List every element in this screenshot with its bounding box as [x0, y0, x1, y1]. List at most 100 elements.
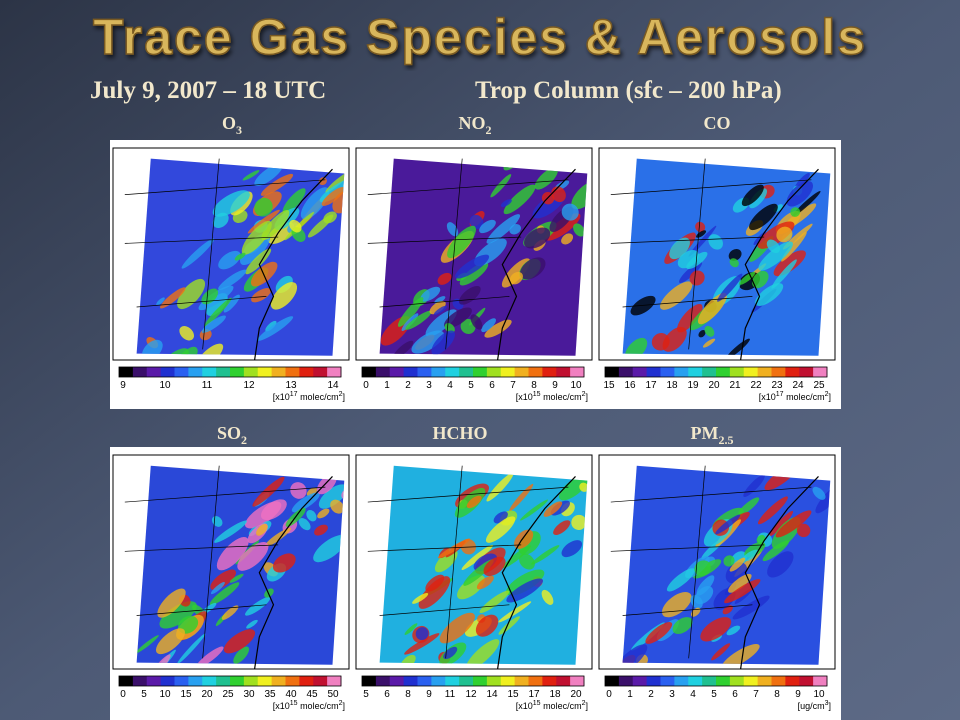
unit-sup: 2 [339, 391, 343, 398]
colorbar-segment [473, 676, 488, 686]
swath-blob [694, 560, 711, 577]
colorbar-segment [313, 367, 328, 377]
colorbar-segment [674, 676, 689, 686]
swath-blob [461, 544, 494, 570]
colorbar-label: 10 [570, 380, 582, 391]
coastline [497, 168, 576, 361]
state-line [622, 604, 753, 616]
state-line [367, 486, 569, 503]
colorbar-label: 4 [690, 689, 696, 700]
swath-blob [234, 252, 246, 261]
swath-blob [201, 315, 226, 333]
panel-label: SO2 [217, 423, 247, 447]
state-line [610, 544, 765, 552]
colorbar-segment [618, 367, 634, 377]
unit-sup: 17 [776, 391, 784, 398]
colorbar-segment [257, 676, 273, 686]
swath-blob [666, 568, 695, 592]
swath-blob [645, 621, 673, 644]
swath-blob [218, 269, 247, 291]
colorbar-label: 19 [687, 380, 699, 391]
swath-blob [446, 222, 459, 237]
colorbar-label: 3 [669, 689, 675, 700]
swath-blob [157, 588, 186, 618]
colorbar-segment [271, 367, 286, 377]
swath-blob [505, 569, 545, 596]
swath-blob [531, 545, 560, 565]
colorbar-segment [500, 367, 516, 377]
colorbar-label: 7 [753, 689, 759, 700]
swath-blob [660, 281, 693, 310]
colorbar-segment [243, 676, 259, 686]
colorbar-segment [119, 367, 134, 377]
swath-blob [698, 330, 706, 338]
colorbar-segment [556, 367, 571, 377]
colorbar-segment [243, 367, 259, 377]
swath-blob [242, 170, 260, 181]
colorbar-label: 25 [813, 380, 825, 391]
swath-blob [257, 316, 294, 341]
label-base: SO [217, 423, 241, 443]
colorbar-segment [417, 676, 432, 686]
swath-blob [773, 250, 806, 277]
colorbar-segment [459, 676, 474, 686]
colorbar-segment [716, 676, 731, 686]
unit-text: ] [342, 392, 345, 402]
state-line [202, 465, 220, 659]
colorbar-label: 2 [648, 689, 654, 700]
colorbar-segment [375, 367, 391, 377]
colorbar-label: 0 [606, 689, 612, 700]
swath-blob [404, 623, 418, 635]
swath-blob [481, 318, 496, 333]
swath [622, 465, 831, 665]
colorbar-segment [785, 676, 800, 686]
colorbar-label: 6 [732, 689, 738, 700]
swath-blob [155, 628, 185, 655]
swath-blob [318, 177, 327, 186]
colorbar-label: 30 [243, 689, 255, 700]
colorbar-label: 10 [159, 689, 171, 700]
colorbar-segment [799, 676, 814, 686]
swath-blob [711, 643, 731, 661]
swath-blob [622, 644, 648, 665]
swath-blob [136, 635, 159, 654]
colorbar-segment [146, 676, 162, 686]
state-line [445, 465, 463, 659]
colorbar-label: 0 [363, 380, 369, 391]
swath-blob [486, 214, 521, 244]
colorbar-label: 9 [426, 689, 432, 700]
swath-blob [708, 234, 723, 250]
colorbar-label: 18 [549, 689, 561, 700]
colorbar-segment [688, 367, 703, 377]
swath-blob [520, 499, 549, 521]
colorbar-label: 0 [120, 689, 126, 700]
colorbar-segment [417, 367, 432, 377]
map: 15 16 17 18 19 20 21 22 23 24 25[x1017 molec/cm2] [598, 147, 836, 402]
unit-text: [x10 [273, 392, 290, 402]
swath-blob [405, 310, 432, 330]
swath-blob [401, 313, 419, 331]
swath-blob [679, 261, 703, 283]
colorbar-segment [299, 367, 314, 377]
panel-label: O3 [222, 113, 242, 137]
state-line [367, 544, 522, 552]
swath-blob [486, 472, 514, 502]
label-base: O [222, 113, 236, 133]
swath-blob [519, 553, 535, 570]
colorbar-segment [375, 676, 391, 686]
swath-blob [781, 231, 807, 262]
colorbar-label: 5 [141, 689, 147, 700]
label-base: NO [459, 113, 486, 133]
colorbar-segment [646, 676, 661, 686]
colorbar-label: 23 [771, 380, 783, 391]
colorbar-segment [702, 676, 717, 686]
swath-blob [484, 319, 512, 338]
swath-blob [771, 259, 797, 289]
swath-blob [325, 172, 345, 193]
swath [379, 158, 588, 356]
unit-sup: 15 [290, 700, 298, 707]
colorbar-frame [118, 675, 342, 687]
colorbar-segment [216, 367, 231, 377]
swath-blob [289, 219, 302, 233]
colorbar-label: 20 [570, 689, 582, 700]
